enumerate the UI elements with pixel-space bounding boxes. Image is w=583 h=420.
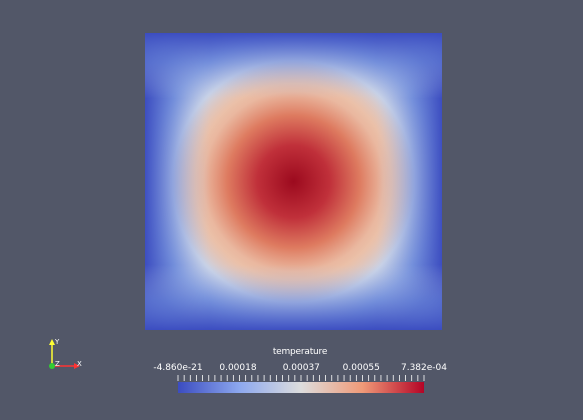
x-axis-label: X	[77, 360, 82, 368]
scalar-bar-title: temperature	[272, 347, 328, 357]
scalar-bar[interactable]: temperature -4.860e-21 0.00018 0.00037 0.00…	[150, 346, 450, 396]
y-axis-arrow-icon	[49, 339, 55, 345]
scalar-bar-tick-label: 0.00018	[219, 363, 257, 373]
scalar-bar-tick-label: 7.382e-04	[400, 363, 448, 373]
scalar-bar-tick-label: 0.00055	[342, 363, 380, 373]
scalar-bar-tick-label: -4.860e-21	[153, 363, 203, 373]
z-axis-dot	[49, 363, 55, 369]
scalar-bar-tick-label: 0.00037	[282, 363, 320, 373]
z-axis-label: Z	[55, 360, 60, 368]
scalar-bar-gradient	[177, 375, 425, 393]
y-axis-label: Y	[54, 338, 60, 346]
orientation-axes-widget: Y Z X	[49, 338, 82, 369]
x-axis-arrow-icon	[74, 363, 80, 369]
temperature-field[interactable]	[145, 33, 442, 330]
